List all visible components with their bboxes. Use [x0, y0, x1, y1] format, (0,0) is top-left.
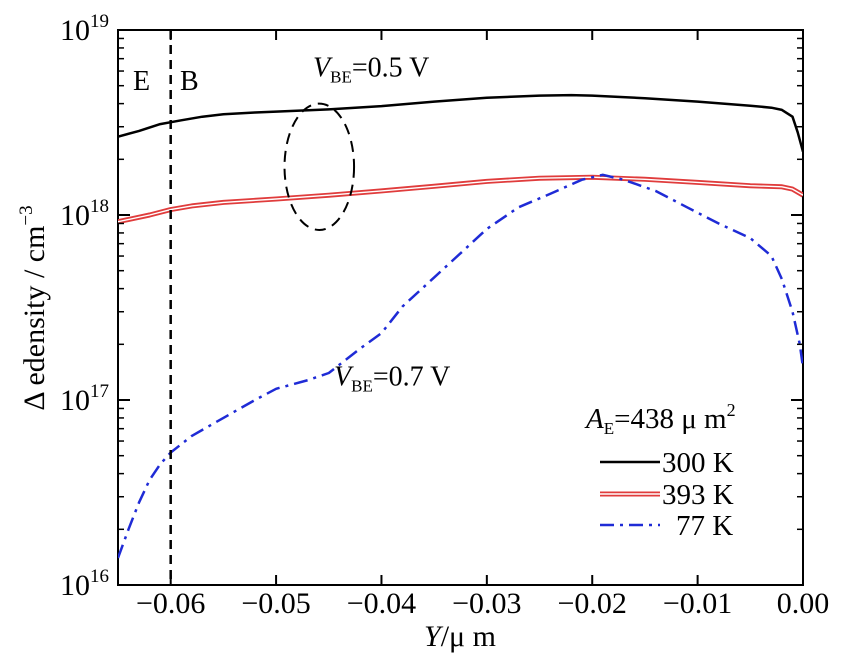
- y-tick-label: 1017: [60, 381, 109, 417]
- series-line-77k: [118, 173, 803, 559]
- annotation-vbe-07-rest: =0.7 V: [373, 361, 451, 392]
- y-tick-label: 1016: [60, 566, 109, 602]
- y-tick-label: 1018: [60, 196, 109, 232]
- legend-label-77k: 77 K: [676, 510, 733, 542]
- legend-title-var: A: [584, 403, 604, 435]
- y-axis-title-sup: −3: [16, 205, 37, 225]
- x-tick-label: −0.01: [663, 587, 732, 620]
- x-tick-label: −0.05: [241, 587, 310, 620]
- x-axis-title-sep: /: [441, 620, 450, 653]
- region-label-b: B: [180, 66, 199, 97]
- series-layer: [118, 93, 803, 559]
- y-tick-label: 1019: [60, 11, 109, 47]
- legend-title-rest: =438 μ m: [614, 403, 727, 435]
- legend-label-393k: 393 K: [662, 479, 734, 511]
- x-axis-title: Y/μ m: [424, 620, 496, 653]
- x-axis-title-unit: μ m: [449, 620, 496, 653]
- y-axis-title: Δ edensity / cm−3: [16, 205, 51, 410]
- annotation-vbe-07-var: V: [334, 361, 354, 392]
- annotation-vbe-07: VBE=0.7 V: [334, 361, 450, 395]
- plot-frame: [117, 29, 804, 586]
- annotation-vbe-05-sub: BE: [330, 68, 352, 87]
- axis-ticks: [118, 29, 804, 586]
- x-tick-label: −0.03: [452, 587, 521, 620]
- x-tick-label: −0.06: [136, 587, 205, 620]
- y-tick-labels: 1016 1017 1018 1019: [60, 11, 109, 602]
- legend-title: AE=438 μ m2: [584, 400, 736, 438]
- annotation-vbe-05-var: V: [313, 53, 333, 84]
- x-tick-label: −0.02: [558, 587, 627, 620]
- legend-label-300k: 300 K: [662, 447, 734, 479]
- y-axis-title-text: Δ edensity / cm: [18, 226, 51, 411]
- x-tick-label: 0.00: [777, 587, 830, 620]
- legend: AE=438 μ m2 300 K 393 K 77 K: [584, 400, 736, 542]
- x-tick-labels: −0.06 −0.05 −0.04 −0.03 −0.02 −0.01 0.00: [136, 587, 829, 620]
- annotation-ellipse: [283, 102, 356, 231]
- annotation-vbe-05: VBE=0.5 V: [313, 53, 429, 87]
- region-label-e: E: [133, 66, 150, 97]
- annotation-vbe-05-rest: =0.5 V: [352, 53, 430, 84]
- ellipse-shape: [283, 102, 356, 231]
- series-line-393k-inner: [118, 176, 803, 223]
- x-tick-label: −0.04: [347, 587, 416, 620]
- series-line-300k: [118, 93, 803, 153]
- x-axis-title-var: Y: [424, 620, 444, 653]
- legend-title-sub: E: [604, 419, 614, 438]
- legend-title-sup: 2: [727, 400, 736, 420]
- annotation-vbe-07-sub: BE: [351, 376, 373, 395]
